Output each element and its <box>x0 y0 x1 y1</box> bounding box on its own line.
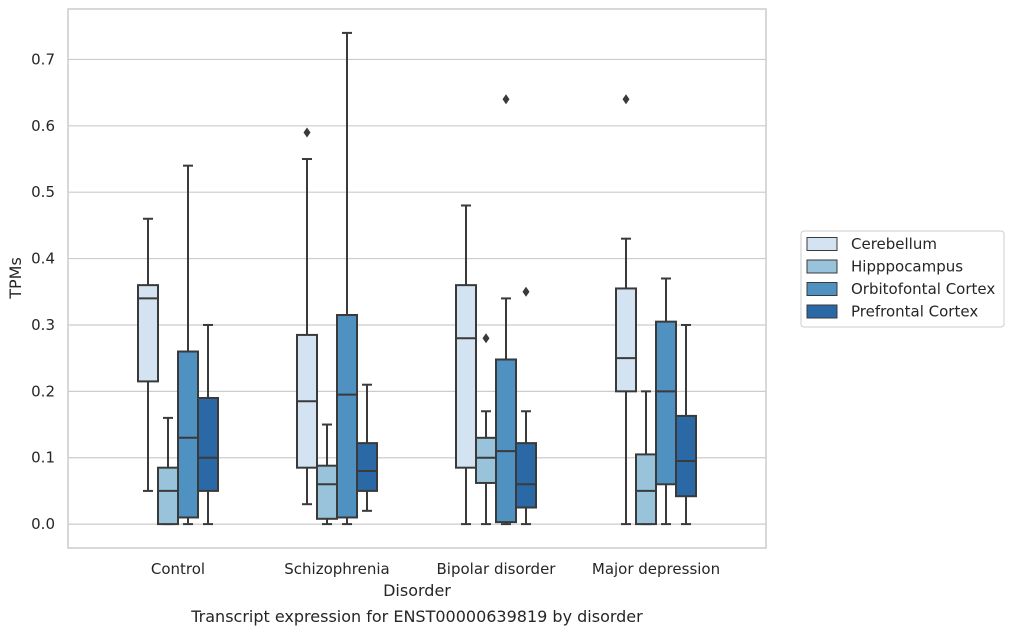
outlier-point <box>482 333 490 344</box>
box-0-0 <box>137 217 159 492</box>
y-tick-labels: 0.0 0.1 0.2 0.3 0.4 0.5 0.6 0.7 <box>31 50 55 533</box>
boxes <box>137 31 697 526</box>
legend-label: Orbitofontal Cortex <box>851 280 995 298</box>
box-2-0 <box>455 204 477 526</box>
legend-swatch <box>806 237 838 251</box>
chart-caption: Transcript expression for ENST0000063981… <box>190 607 643 626</box>
box-body <box>316 464 338 520</box>
legend-label: Prefrontal Cortex <box>851 303 978 321</box>
legend-label: Cerebellum <box>851 235 937 253</box>
box-2-3 <box>515 286 537 526</box>
box-body <box>515 442 537 509</box>
y-tick-label: 0.5 <box>31 183 55 201</box>
y-tick-label: 0.4 <box>31 250 55 268</box>
box-body <box>615 287 637 393</box>
legend-swatch <box>806 259 838 274</box>
y-axis-title: TPMs <box>6 257 25 300</box>
outlier-point <box>622 94 630 105</box>
y-tick-label: 0.3 <box>31 316 55 334</box>
box-2-2 <box>495 94 517 526</box>
x-tick-labels: Control Schizophrenia Bipolar disorder Majo… <box>151 560 720 578</box>
box-body <box>675 414 697 498</box>
y-tick-label: 0.1 <box>31 449 55 467</box>
x-axis-title: Disorder <box>383 581 451 600</box>
box-body <box>495 358 517 524</box>
x-tick-label: Major depression <box>592 560 720 578</box>
box-body <box>635 453 657 526</box>
legend-frame <box>800 230 1005 328</box>
box-body <box>356 442 378 492</box>
legend-label: Hipppocampus <box>851 258 963 276</box>
box-1-2 <box>336 31 358 526</box>
plot-frame <box>67 8 767 549</box>
box-0-3 <box>197 323 219 526</box>
box-1-3 <box>356 383 378 512</box>
box-3-2 <box>655 277 677 526</box>
x-tick-label: Control <box>151 560 205 578</box>
box-body <box>336 314 358 519</box>
outlier-point <box>502 94 510 105</box>
box-body <box>137 284 159 383</box>
box-body <box>455 284 477 469</box>
box-body <box>475 436 497 484</box>
y-tick-label: 0.0 <box>31 515 55 533</box>
legend-swatch <box>806 282 838 296</box>
y-tick-label: 0.6 <box>31 117 55 135</box>
box-body <box>655 320 677 486</box>
box-body <box>157 466 179 526</box>
legend-swatch <box>806 304 838 319</box>
box-body <box>197 396 219 492</box>
legend: Cerebellum Hipppocampus Orbitofontal Corte… <box>800 230 1005 328</box>
box-1-0 <box>296 127 318 506</box>
outlier-point <box>522 286 530 297</box>
box-3-3 <box>675 323 697 526</box>
x-tick-label: Bipolar disorder <box>437 560 557 578</box>
y-tick-label: 0.7 <box>31 50 55 68</box>
y-tick-label: 0.2 <box>31 382 55 400</box>
outlier-point <box>303 127 311 138</box>
box-0-2 <box>177 164 199 526</box>
box-0-1 <box>157 416 179 526</box>
box-3-0 <box>615 94 637 526</box>
x-tick-label: Schizophrenia <box>284 560 389 578</box>
box-body <box>177 350 199 519</box>
box-3-1 <box>635 390 657 526</box>
